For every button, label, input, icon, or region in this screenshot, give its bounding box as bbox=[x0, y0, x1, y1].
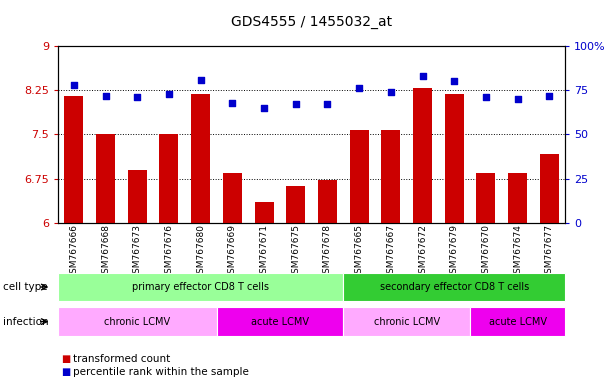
Bar bbox=[223, 173, 242, 223]
Point bbox=[133, 94, 142, 100]
Bar bbox=[540, 154, 559, 223]
Point bbox=[259, 105, 269, 111]
Bar bbox=[96, 134, 115, 223]
Bar bbox=[318, 180, 337, 223]
Point bbox=[386, 89, 396, 95]
Point bbox=[323, 101, 332, 108]
Point bbox=[544, 93, 554, 99]
Point bbox=[291, 101, 301, 108]
Point bbox=[449, 78, 459, 84]
Bar bbox=[64, 96, 84, 223]
Text: GDS4555 / 1455032_at: GDS4555 / 1455032_at bbox=[231, 15, 392, 29]
Bar bbox=[255, 202, 274, 223]
Text: secondary effector CD8 T cells: secondary effector CD8 T cells bbox=[379, 282, 529, 292]
Point bbox=[481, 94, 491, 100]
Point bbox=[196, 76, 205, 83]
Text: transformed count: transformed count bbox=[73, 354, 170, 364]
Text: primary effector CD8 T cells: primary effector CD8 T cells bbox=[132, 282, 269, 292]
Bar bbox=[381, 130, 400, 223]
Bar bbox=[413, 88, 432, 223]
Text: acute LCMV: acute LCMV bbox=[251, 316, 309, 327]
Point bbox=[227, 99, 237, 106]
Text: infection: infection bbox=[3, 316, 49, 327]
Point bbox=[513, 96, 522, 102]
Text: chronic LCMV: chronic LCMV bbox=[374, 316, 440, 327]
Text: ■: ■ bbox=[61, 367, 70, 377]
Bar bbox=[159, 134, 178, 223]
Bar bbox=[128, 170, 147, 223]
Bar bbox=[477, 173, 496, 223]
Bar bbox=[349, 130, 368, 223]
Point bbox=[164, 91, 174, 97]
Text: ■: ■ bbox=[61, 354, 70, 364]
Bar bbox=[445, 94, 464, 223]
Point bbox=[69, 82, 79, 88]
Text: percentile rank within the sample: percentile rank within the sample bbox=[73, 367, 249, 377]
Bar bbox=[191, 94, 210, 223]
Bar bbox=[508, 173, 527, 223]
Point bbox=[354, 85, 364, 91]
Text: chronic LCMV: chronic LCMV bbox=[104, 316, 170, 327]
Text: acute LCMV: acute LCMV bbox=[489, 316, 547, 327]
Point bbox=[101, 93, 111, 99]
Point bbox=[418, 73, 428, 79]
Text: cell type: cell type bbox=[3, 282, 48, 292]
Bar bbox=[287, 186, 306, 223]
